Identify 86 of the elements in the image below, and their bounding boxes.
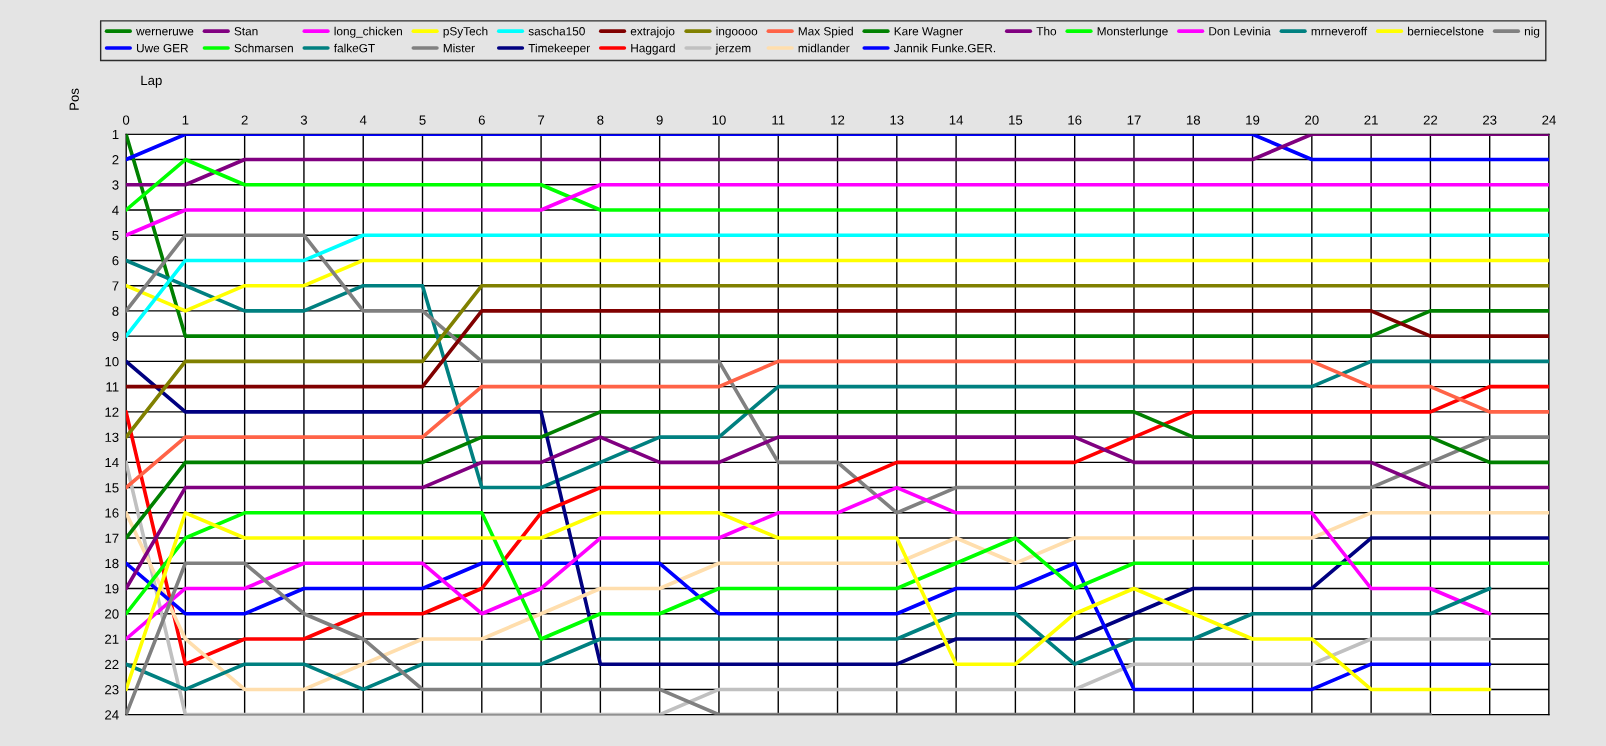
legend-label: berniecelstone [1407, 26, 1484, 36]
x-tick-label: 14 [949, 115, 964, 125]
line-series [126, 258, 1549, 490]
line-series [126, 561, 1433, 715]
y-tick-label: 2 [112, 155, 119, 165]
x-tick-label: 22 [1423, 115, 1438, 125]
legend-label: Don Levinia [1209, 26, 1271, 36]
x-tick-label: 23 [1483, 115, 1497, 125]
x-tick-label: 11 [772, 115, 785, 125]
legend-label: nig [1524, 26, 1540, 38]
y-tick-label: 12 [105, 407, 119, 417]
legend-label: Schmarsen [234, 43, 293, 53]
legend-label: Haggard [631, 43, 675, 55]
line-series [126, 561, 1492, 692]
x-tick-label: 20 [1305, 115, 1319, 125]
x-tick-label: 19 [1246, 115, 1260, 125]
x-tick-label: 10 [712, 115, 726, 125]
y-tick-label: 23 [105, 685, 119, 695]
y-tick-label: 1 [112, 129, 119, 140]
y-tick-label: 20 [105, 609, 119, 619]
y-tick-label: 21 [105, 634, 119, 644]
x-tick-label: 6 [478, 115, 485, 125]
x-tick-label: 16 [1068, 115, 1082, 125]
x-tick-label: 1 [182, 115, 189, 125]
legend-label: sascha150 [528, 26, 585, 36]
y-tick-label: 3 [112, 180, 119, 190]
x-tick-label: 4 [359, 115, 367, 125]
legend-label: mrneveroff [1311, 26, 1368, 36]
x-axis-title: Lap [141, 75, 162, 88]
line-series [126, 460, 1492, 715]
y-tick-label: 11 [106, 382, 119, 392]
legend-label: jerzem [715, 43, 751, 55]
line-series [126, 510, 1549, 641]
legend-label: Jannik Funke.GER. [893, 43, 996, 53]
y-tick-label: 16 [105, 508, 119, 518]
x-tick-label: 9 [656, 115, 663, 125]
line-series [126, 435, 1549, 591]
legend-label: Monsterlunge [1097, 26, 1168, 38]
x-tick-label: 13 [890, 115, 904, 125]
y-tick-label: 22 [105, 659, 119, 669]
x-tick-label: 8 [597, 115, 604, 125]
legend-label: ingoooo [716, 26, 758, 38]
legend-label: Max Spied [798, 26, 853, 38]
x-tick-label: 7 [538, 115, 545, 125]
line-series [126, 485, 1492, 641]
x-tick-label: 2 [241, 115, 248, 125]
legend-label: Stan [234, 27, 258, 36]
legend-label: midlander [798, 43, 850, 53]
x-tick-label: 12 [831, 115, 845, 125]
y-tick-label: 19 [105, 584, 119, 594]
x-tick-label: 24 [1542, 115, 1556, 125]
line-series [126, 359, 1549, 490]
legend-label: Timekeeper [528, 43, 590, 55]
y-tick-label: 5 [112, 230, 119, 241]
legend-label: Kare Wagner [894, 27, 963, 38]
x-tick-label: 15 [1009, 115, 1023, 125]
legend-label: Mister [443, 43, 475, 53]
y-tick-label: 15 [105, 483, 119, 493]
y-tick-label: 17 [105, 533, 119, 543]
y-tick-label: 7 [112, 281, 119, 291]
y-tick-label: 4 [112, 205, 119, 215]
legend-label: falkeGT [333, 43, 375, 53]
x-tick-label: 18 [1186, 115, 1201, 125]
x-tick-label: 0 [122, 115, 130, 125]
line-series [126, 233, 1549, 515]
x-tick-label: 3 [300, 115, 308, 125]
y-tick-label: 24 [105, 710, 119, 720]
y-tick-label: 6 [112, 256, 119, 266]
legend-label: Uwe GER [136, 43, 189, 53]
legend-label: long_chicken [334, 26, 402, 38]
line-series [126, 410, 1549, 540]
legend-label: Tho [1036, 26, 1057, 36]
y-tick-label: 18 [105, 558, 119, 569]
y-axis-title: Pos [69, 88, 79, 110]
x-tick-label: 17 [1127, 115, 1141, 125]
y-tick-label: 13 [105, 432, 119, 442]
legend-label: pSyTech [443, 26, 488, 38]
line-series [126, 586, 1492, 692]
x-tick-label: 21 [1364, 115, 1378, 125]
legend-label: extrajojo [630, 26, 675, 38]
y-tick-label: 9 [112, 331, 119, 342]
x-tick-label: 5 [419, 115, 426, 125]
y-tick-label: 10 [105, 356, 119, 367]
y-tick-label: 8 [112, 306, 119, 316]
y-tick-label: 14 [105, 458, 119, 468]
legend-label: werneruwe [136, 28, 194, 36]
